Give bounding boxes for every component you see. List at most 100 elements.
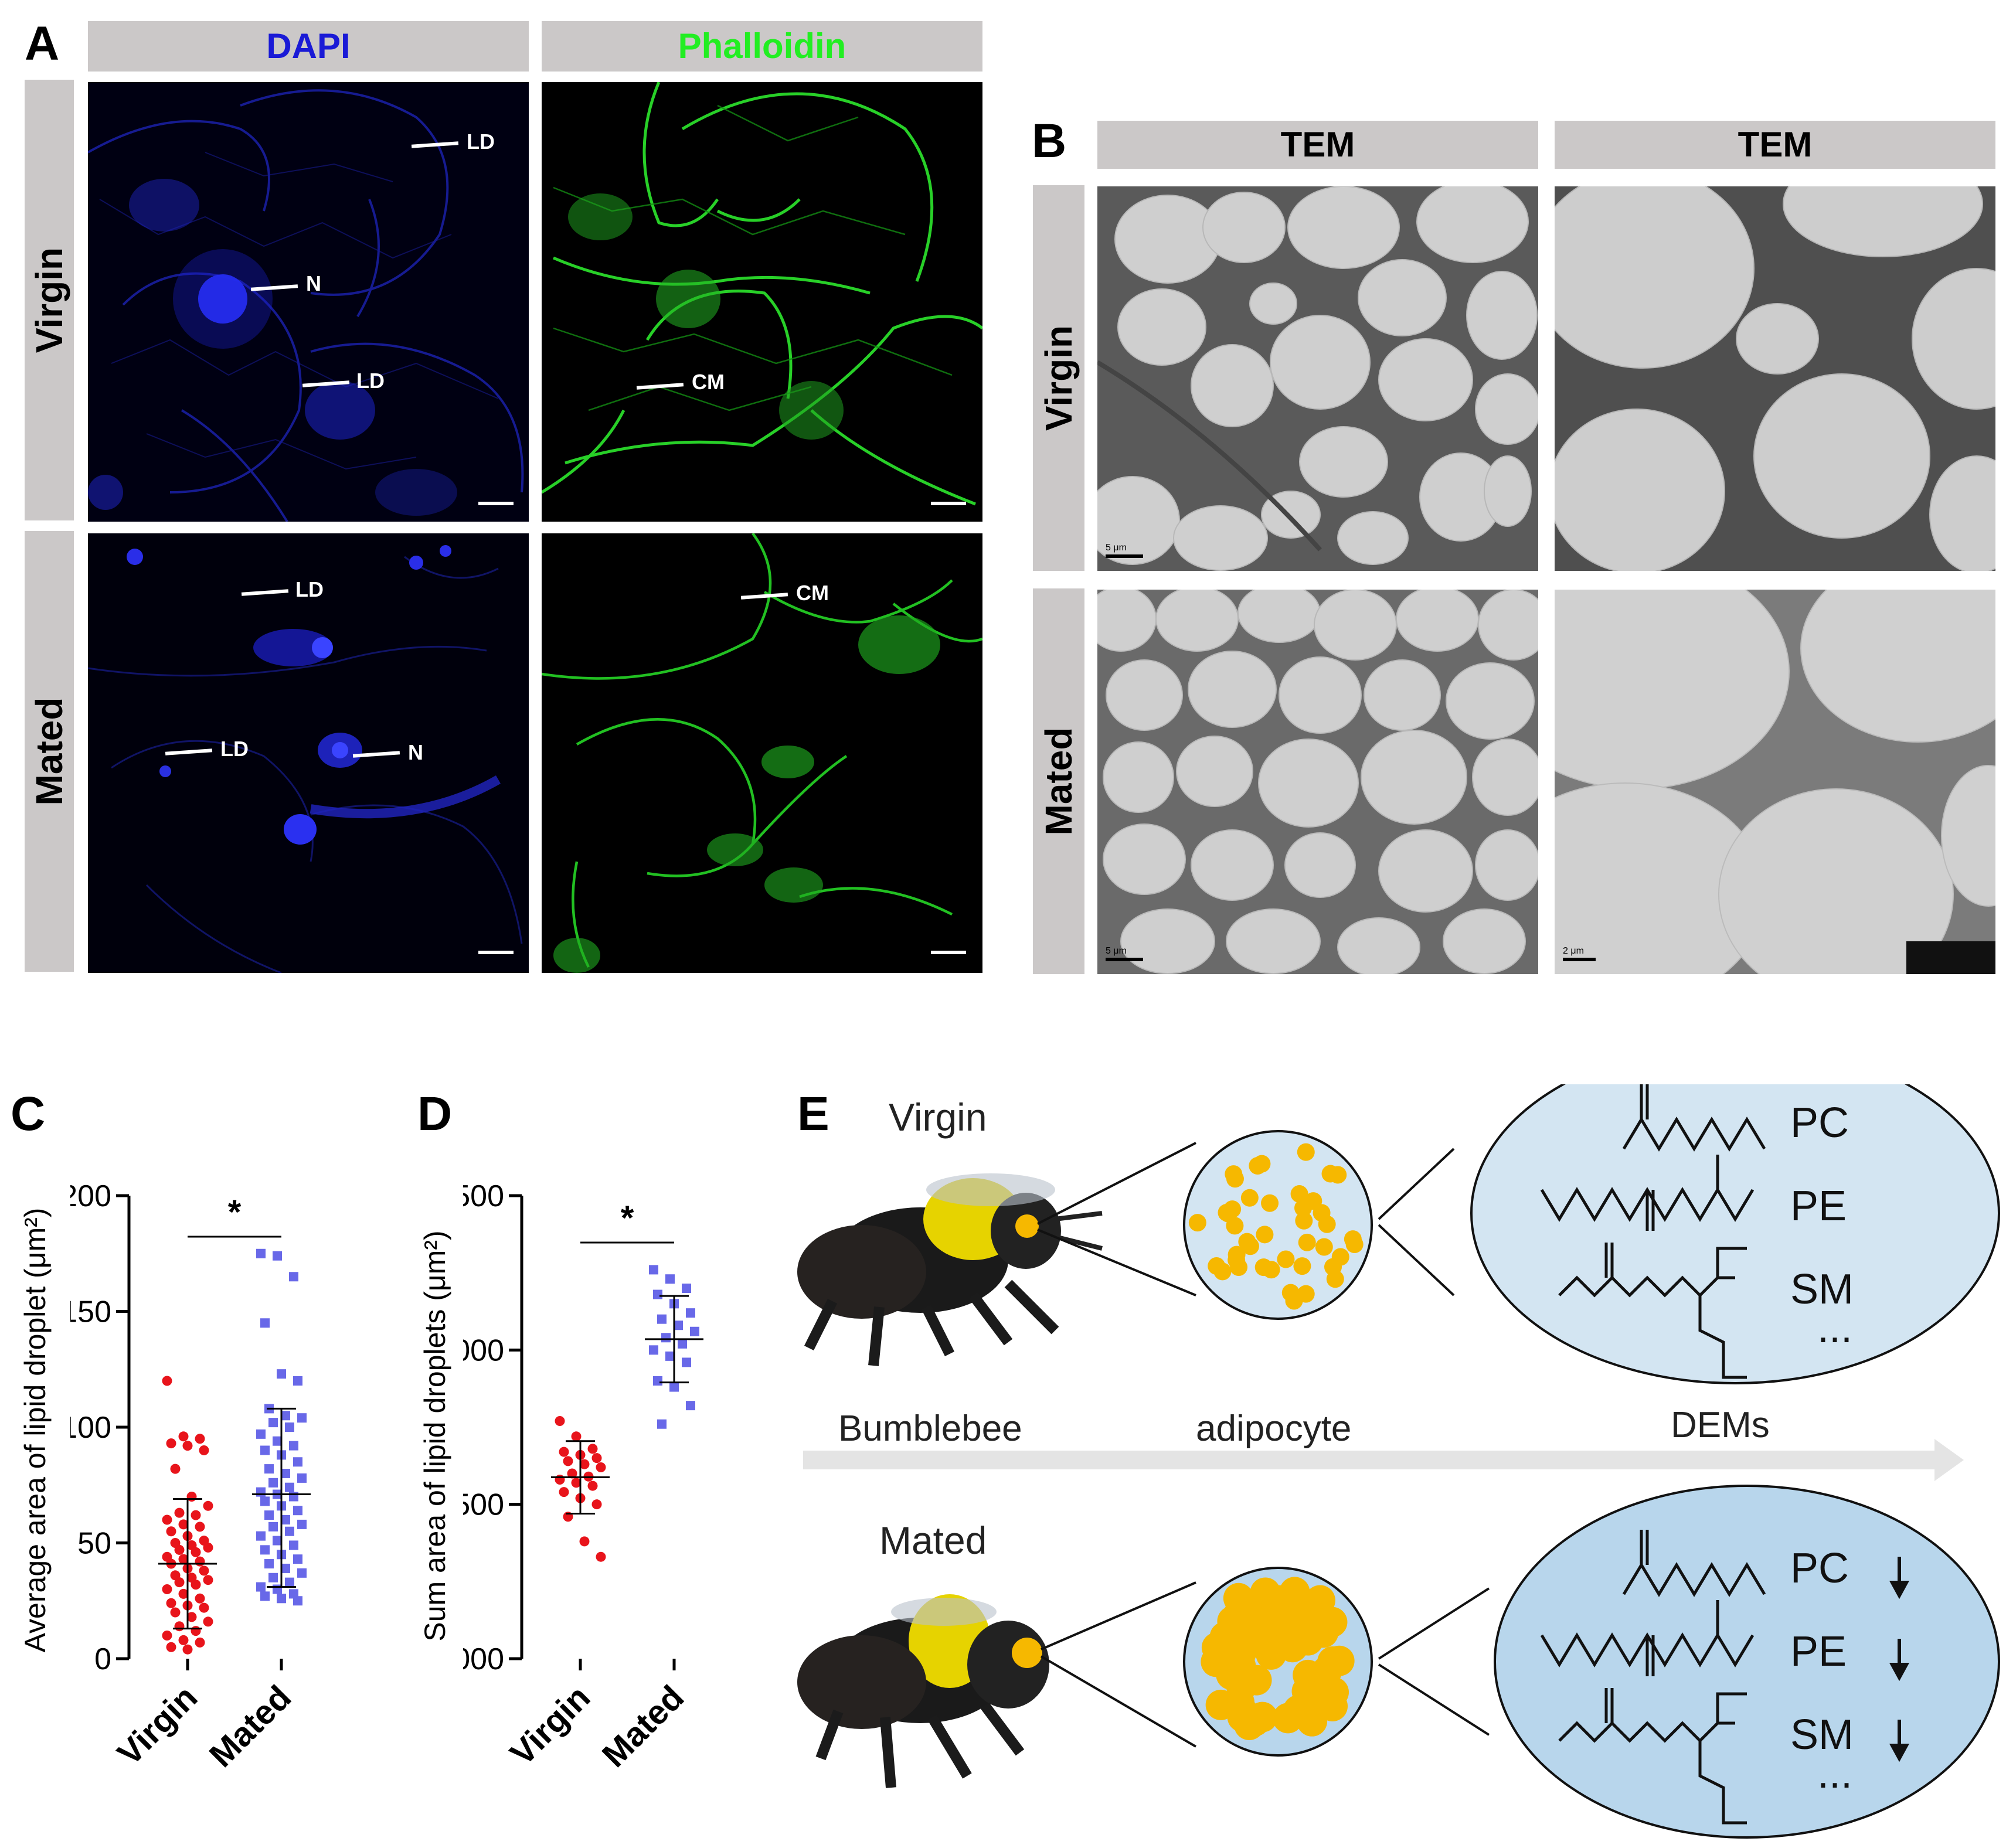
data-point-mated <box>256 1531 266 1541</box>
lipid-droplet <box>1315 1238 1333 1256</box>
panel-d-label: D <box>417 1087 453 1141</box>
tem-mated-droplets-2 <box>1555 590 1995 974</box>
data-point-mated <box>281 1469 290 1478</box>
row-label-mated: Mated <box>28 697 70 806</box>
bumblebee-mated-icon <box>797 1594 1049 1788</box>
scale-bar <box>478 502 514 505</box>
micrograph-phalloidin-virgin: CM <box>542 82 982 522</box>
panel-b-row-mated: Mated <box>1033 588 1084 974</box>
data-point-virgin <box>166 1526 176 1537</box>
lipid-droplet <box>1290 1185 1308 1203</box>
scale-bar <box>931 502 966 505</box>
zoom-line <box>1378 1663 1490 1736</box>
tem-header-2: TEM <box>1555 121 1995 169</box>
data-point-virgin <box>555 1415 565 1426</box>
zoom-line <box>1037 1142 1196 1225</box>
data-point-mated <box>686 1401 695 1411</box>
metabolite-pc: PC <box>1790 1100 1849 1146</box>
lipid-droplet <box>1297 1143 1315 1161</box>
lipid-droplet <box>1249 1156 1267 1175</box>
data-point-mated <box>293 1506 302 1516</box>
lipid-droplet <box>1234 1709 1265 1740</box>
lipid-droplet <box>1317 1646 1348 1677</box>
data-point-virgin <box>162 1584 172 1594</box>
lipid-structures-mated <box>1540 1530 1766 1825</box>
lipid-droplet <box>1238 1233 1256 1251</box>
data-point-mated <box>268 1418 278 1428</box>
annot-cm: CM <box>692 370 725 394</box>
data-point-mated <box>682 1357 691 1367</box>
tem-virgin-droplets-2 <box>1555 186 1995 571</box>
data-point-virgin <box>162 1515 172 1525</box>
y-tick-label: 0 <box>94 1642 111 1676</box>
lipid-droplet <box>1233 1625 1264 1656</box>
data-point-mated <box>285 1422 294 1432</box>
panel-b-row-virgin: Virgin <box>1033 185 1084 571</box>
data-point-virgin <box>587 1444 598 1454</box>
data-point-virgin <box>195 1637 205 1648</box>
row-label-virgin: Virgin <box>28 247 70 353</box>
data-point-mated <box>256 1487 266 1497</box>
data-point-mated <box>256 1248 266 1258</box>
data-point-virgin <box>203 1575 213 1585</box>
data-point-mated <box>690 1326 699 1336</box>
data-point-mated <box>665 1274 675 1284</box>
data-point-mated <box>264 1559 274 1569</box>
zoom-line <box>1040 1655 1197 1748</box>
lipid-droplet <box>1321 1165 1339 1183</box>
data-point-virgin <box>567 1468 577 1479</box>
data-point-mated <box>665 1351 675 1361</box>
panel-e-mated-label: Mated <box>879 1519 987 1562</box>
data-point-mated <box>289 1540 298 1550</box>
data-point-virgin <box>203 1542 213 1553</box>
zoom-line <box>1378 1148 1455 1220</box>
data-point-mated <box>268 1522 278 1532</box>
panel-e-label: E <box>797 1087 829 1141</box>
panel-e-diagram: PC PE SM ... Bumblebee adipocyte DEMs PC… <box>797 1084 2000 1839</box>
annot-ld-2: LD <box>356 369 385 393</box>
data-point-virgin <box>191 1547 201 1557</box>
data-point-virgin <box>191 1580 201 1590</box>
data-point-mated <box>277 1369 286 1379</box>
micrograph-dapi-mated: LD LD N <box>88 533 529 973</box>
lipid-droplet <box>1295 1211 1313 1230</box>
panel-a-label: A <box>25 17 60 70</box>
data-point-virgin <box>199 1602 209 1613</box>
panel-e-virgin-label: Virgin <box>889 1095 987 1139</box>
y-tick-label: 150 <box>70 1295 111 1329</box>
scale-bar <box>1563 958 1596 961</box>
lipid-droplet <box>1240 1189 1259 1207</box>
data-point-virgin <box>178 1635 189 1645</box>
zoom-line <box>1037 1228 1196 1296</box>
lipid-droplet <box>1260 1599 1291 1630</box>
phalloidin-virgin-cells <box>542 82 982 522</box>
data-point-virgin <box>178 1588 189 1599</box>
lipid-droplet <box>1313 1204 1331 1222</box>
scale-label-3: 2 μm <box>1563 946 1584 956</box>
data-point-mated <box>682 1284 691 1293</box>
data-point-virgin <box>191 1510 201 1520</box>
data-point-mated <box>297 1568 307 1578</box>
tem-header-text-1: TEM <box>1280 125 1355 164</box>
decrease-arrows <box>1889 1557 1910 1762</box>
panel-d-ylabel-text: Sum area of lipid droplets (μm²) <box>419 1230 451 1642</box>
lipid-droplet <box>1228 1245 1246 1264</box>
data-point-mated <box>264 1464 274 1474</box>
dapi-virgin-cells <box>88 82 529 522</box>
lipid-droplet <box>1256 1226 1274 1244</box>
data-point-virgin <box>174 1621 185 1632</box>
scale-bar <box>931 951 966 954</box>
metabolite-more: ... <box>1817 1305 1852 1352</box>
significance-star: * <box>621 1199 634 1237</box>
data-point-mated <box>669 1382 679 1392</box>
adipocyte-mated <box>1183 1567 1373 1757</box>
annot-cm-2: CM <box>796 581 829 605</box>
data-point-mated <box>256 1582 266 1592</box>
data-point-virgin <box>166 1642 176 1652</box>
data-point-virgin <box>591 1453 602 1464</box>
data-point-mated <box>256 1429 266 1439</box>
panel-c-ylabel-text: Average area of lipid droplet (μm²) <box>19 1207 52 1653</box>
data-point-mated <box>281 1411 290 1421</box>
data-point-virgin <box>186 1612 197 1622</box>
